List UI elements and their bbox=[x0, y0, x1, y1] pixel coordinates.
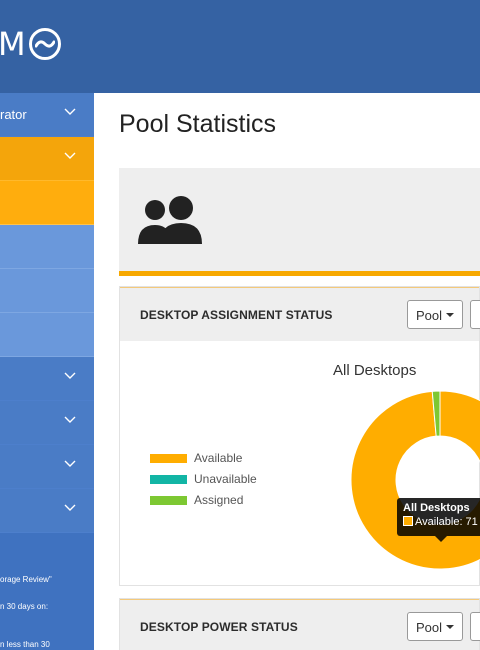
pool-dropdown-button[interactable]: Pool bbox=[407, 300, 463, 329]
sidebar-subitem[interactable] bbox=[0, 225, 94, 269]
sidebar-item[interactable] bbox=[0, 445, 94, 489]
page-title: Pool Statistics bbox=[119, 110, 277, 138]
stats-panel bbox=[119, 168, 480, 276]
users-icon bbox=[138, 196, 202, 244]
legend-label: Assigned bbox=[194, 493, 244, 507]
chart-tooltip: All Desktops Available: 71 bbox=[397, 498, 480, 542]
secondary-dropdown-button[interactable] bbox=[470, 300, 480, 329]
chevron-down-icon bbox=[64, 460, 76, 467]
desktop-power-card: DESKTOP POWER STATUS Pool bbox=[119, 598, 480, 650]
legend-swatch bbox=[150, 496, 187, 505]
legend-label: Unavailable bbox=[194, 472, 257, 486]
legend-swatch bbox=[150, 454, 187, 463]
chart-title: All Desktops bbox=[333, 362, 417, 379]
tooltip-value: Available: 71 bbox=[415, 516, 478, 528]
sidebar-note: orage Review" bbox=[0, 575, 52, 584]
sidebar: rator orage Review" n 30 days on: n less… bbox=[0, 93, 94, 650]
caret-down-icon bbox=[446, 625, 454, 629]
sidebar-note: n less than 30 bbox=[0, 640, 50, 649]
secondary-dropdown-button[interactable] bbox=[470, 612, 480, 641]
chevron-down-icon bbox=[64, 372, 76, 379]
card-header: DESKTOP POWER STATUS Pool bbox=[120, 599, 480, 650]
caret-down-icon bbox=[446, 313, 454, 317]
tooltip-row: Available: 71 bbox=[403, 516, 480, 528]
chevron-down-icon bbox=[64, 152, 76, 159]
card-title: DESKTOP ASSIGNMENT STATUS bbox=[140, 308, 333, 322]
donut-chart[interactable] bbox=[351, 391, 480, 571]
tooltip-arrow bbox=[435, 536, 447, 542]
sidebar-item-label: rator bbox=[0, 107, 27, 122]
sidebar-subitem[interactable] bbox=[0, 269, 94, 313]
tooltip-swatch bbox=[403, 516, 413, 526]
desktop-assignment-card: DESKTOP ASSIGNMENT STATUS Pool All Deskt… bbox=[119, 286, 480, 586]
card-title: DESKTOP POWER STATUS bbox=[140, 620, 298, 634]
donut-slice-available[interactable] bbox=[351, 391, 480, 570]
logo-text: M bbox=[0, 25, 27, 63]
brand-logo[interactable]: M bbox=[0, 22, 61, 66]
sidebar-note: n 30 days on: bbox=[0, 602, 49, 611]
sidebar-item[interactable] bbox=[0, 401, 94, 445]
pool-button-label: Pool bbox=[416, 620, 443, 635]
legend-swatch bbox=[150, 475, 187, 484]
sidebar-item[interactable] bbox=[0, 357, 94, 401]
sidebar-item-active-group[interactable] bbox=[0, 137, 94, 181]
legend-label: Available bbox=[194, 451, 243, 465]
card-header: DESKTOP ASSIGNMENT STATUS Pool bbox=[120, 287, 480, 341]
donut-slice-assigned[interactable] bbox=[431, 391, 441, 437]
sidebar-item-active[interactable] bbox=[0, 181, 94, 225]
tooltip-title: All Desktops bbox=[403, 502, 470, 514]
sidebar-item[interactable] bbox=[0, 489, 94, 533]
pool-dropdown-button[interactable]: Pool bbox=[407, 612, 463, 641]
pool-button-label: Pool bbox=[416, 308, 443, 323]
sidebar-item-administrator[interactable]: rator bbox=[0, 93, 94, 137]
top-bar: M bbox=[0, 0, 480, 93]
chevron-down-icon bbox=[64, 108, 76, 115]
sidebar-subitem[interactable] bbox=[0, 313, 94, 357]
wave-circle-icon bbox=[28, 28, 61, 60]
chevron-down-icon bbox=[64, 504, 76, 511]
chevron-down-icon bbox=[64, 416, 76, 423]
